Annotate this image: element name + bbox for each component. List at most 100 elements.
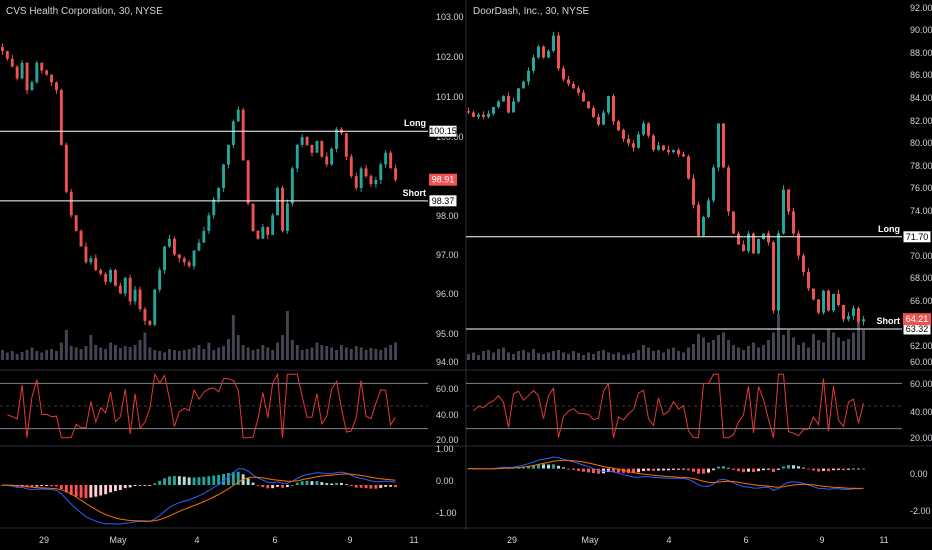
macd-histogram-bar [305,480,309,485]
volume-bar [812,334,815,360]
chart-title-left[interactable]: CVS Health Corporation, 30, NYSE [6,6,163,17]
candle-body [852,308,855,316]
candle-body [862,319,865,322]
candle-body [143,309,147,321]
macd-histogram-bar [271,485,275,489]
volume-bar [477,355,480,360]
macd-histogram-bar [187,477,191,485]
macd-histogram-bar [792,465,795,469]
macd-histogram-bar [742,468,745,473]
candle-body [807,272,810,289]
volume-bar [389,345,393,360]
volume-bar [168,349,171,360]
volume-bar [832,332,835,360]
volume-bar [852,332,855,360]
short-value-tag-box [428,194,458,208]
volume-bar [349,349,353,360]
volume-bar [138,340,142,360]
macd-histogram-bar [572,468,575,470]
volume-bar [276,342,279,360]
macd-histogram-bar [772,468,775,473]
macd-histogram-bar [295,482,299,485]
volume-bar [642,345,645,360]
volume-bar [742,350,745,360]
volume-bar [612,354,615,360]
macd-histogram-bar [335,482,338,485]
candle-body [15,66,19,79]
volume-bar [517,351,520,360]
macd-histogram-bar [59,485,63,489]
volume-bar [300,350,304,360]
candle-body [542,46,545,58]
macd-histogram-bar [281,485,284,488]
volume-bar [662,352,665,360]
volume-bar [487,350,490,360]
candle-body [832,294,835,311]
volume-bar [657,350,660,360]
candle-body [138,289,142,310]
candle-body [114,270,117,286]
volume-bar [522,350,525,360]
rsi-line [473,373,864,439]
macd-histogram-bar [364,485,368,489]
chart-title-right[interactable]: DoorDash, Inc., 30, NYSE [473,6,590,17]
candle-body [822,290,825,313]
candle-body [197,242,201,251]
candle-body [672,149,675,153]
price-tick-label: 96.00 [436,289,459,299]
volume-bar [118,348,122,360]
volume-bar [767,340,770,360]
macd-histogram-bar [697,468,700,474]
volume-bar [777,314,780,360]
volume-bar [682,352,685,360]
macd-histogram-bar [527,465,530,469]
macd-histogram-bar [251,482,255,485]
candle-body [182,258,186,263]
long-label: Long [404,118,426,128]
macd-histogram-bar [153,483,157,485]
volume-bar [177,351,181,360]
volume-bar [732,345,735,360]
volume-bar [787,330,790,360]
volume-bar [5,352,9,360]
volume-bar [707,342,710,360]
macd-histogram-bar [717,466,720,469]
macd-histogram-bar [89,485,93,498]
macd-histogram-bar [384,485,388,487]
volume-bar [59,342,63,360]
macd-histogram-bar [1,485,4,486]
macd-histogram-bar [797,466,800,469]
macd-histogram-bar [712,468,715,471]
volume-bar [627,354,630,360]
volume-bar [344,347,348,360]
macd-histogram-bar [192,477,196,485]
candle-body [300,137,304,145]
price-tick-label: 90.00 [910,25,932,35]
candle-body [777,233,780,311]
volume-bar [354,346,358,360]
volume-bar [325,346,329,360]
volume-bar [50,349,53,360]
date-axis-label: 29 [39,535,49,545]
macd-histogram-bar [99,485,103,496]
macd-histogram-bar [133,485,137,486]
macd-histogram-bar [687,468,690,471]
candle-body [212,199,216,216]
candle-body [266,227,270,235]
macd-histogram-bar [389,485,393,487]
macd-histogram-bar [827,468,830,472]
short-label: Short [403,188,427,198]
volume-bar [587,352,590,360]
volume-bar [202,349,206,360]
candle-body [657,145,660,150]
volume-bar [782,335,785,360]
long-value-tag: 71.70 [906,232,929,242]
candle-body [153,289,157,325]
macd-histogram-bar [202,476,206,485]
volume-bar [797,345,800,360]
volume-bar [857,317,860,360]
price-tick-label: 101.00 [436,92,464,102]
macd-histogram-bar [286,485,289,487]
volume-bar [364,350,368,360]
